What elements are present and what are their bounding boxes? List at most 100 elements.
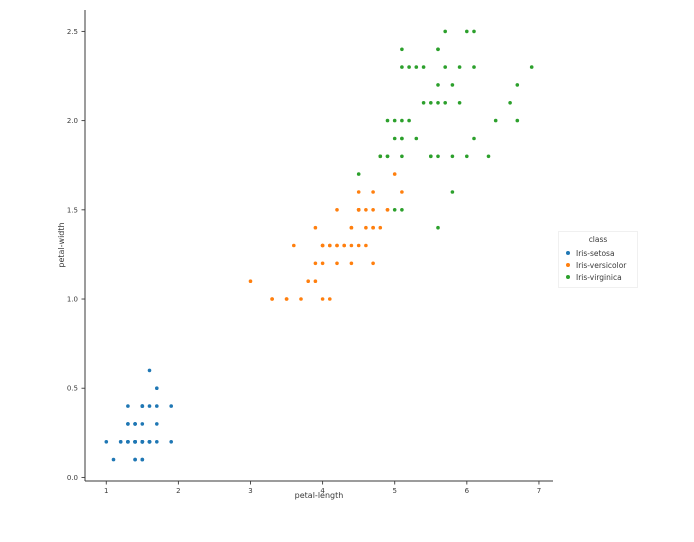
data-point: [371, 190, 375, 194]
data-point: [364, 208, 368, 212]
x-axis-label: petal-length: [294, 491, 344, 500]
data-point: [421, 65, 426, 69]
data-point: [356, 243, 361, 248]
data-point: [436, 47, 440, 52]
axes-spines: [84, 10, 553, 482]
data-point: [313, 225, 318, 230]
data-point: [364, 243, 368, 248]
legend-swatch: [566, 251, 570, 255]
data-point: [378, 154, 383, 159]
data-points: [104, 29, 534, 462]
data-point: [147, 440, 152, 444]
data-point: [392, 136, 397, 141]
data-point: [486, 154, 491, 159]
data-point: [356, 172, 361, 176]
legend-label: Iris-virginica: [576, 272, 622, 282]
data-point: [436, 83, 440, 87]
data-point: [472, 65, 476, 69]
data-point: [400, 118, 404, 123]
x-tick-label: 1: [104, 487, 108, 495]
data-point: [400, 208, 404, 212]
legend-swatch: [566, 263, 570, 267]
data-point: [392, 118, 397, 123]
data-point: [400, 136, 404, 141]
data-point: [169, 404, 173, 408]
data-point: [371, 225, 375, 230]
data-point: [450, 83, 455, 87]
data-point: [328, 297, 332, 301]
y-tick-label: 0.5: [67, 385, 78, 393]
x-tick-label: 5: [392, 487, 396, 495]
data-point: [465, 154, 469, 159]
data-point: [140, 457, 145, 462]
data-point: [472, 29, 476, 34]
y-tick-label: 2.5: [67, 28, 78, 36]
data-point: [133, 457, 137, 462]
data-point: [371, 261, 375, 266]
data-point: [385, 154, 390, 159]
data-point: [306, 279, 311, 284]
legend: class Iris-setosa Iris-versicolor Iris-v…: [558, 231, 638, 288]
x-tick-label: 4: [320, 487, 325, 495]
data-point: [400, 47, 404, 52]
data-point: [356, 190, 361, 194]
y-axis-label: petal-width: [57, 222, 66, 268]
y-tick-label: 0.0: [67, 474, 78, 482]
data-point: [378, 225, 383, 230]
data-point: [414, 65, 419, 69]
data-point: [515, 118, 520, 123]
data-point: [313, 279, 318, 284]
legend-label: Iris-versicolor: [576, 260, 627, 270]
x-tick-label: 3: [248, 487, 252, 495]
y-axis: 0.0 0.5 1.0 1.5 2.0 2.5: [67, 28, 85, 482]
data-point: [133, 422, 137, 426]
data-point: [457, 101, 462, 105]
data-point: [450, 190, 455, 194]
data-point: [140, 404, 145, 408]
data-point: [529, 65, 534, 69]
legend-item-virginica: Iris-virginica: [559, 271, 637, 283]
data-point: [392, 208, 397, 212]
data-point: [126, 440, 130, 444]
data-point: [111, 457, 116, 462]
data-point: [349, 225, 354, 230]
data-point: [335, 261, 339, 266]
data-point: [472, 136, 476, 141]
data-point: [400, 190, 404, 194]
y-tick-label: 2.0: [67, 117, 78, 125]
x-tick-label: 6: [465, 487, 470, 495]
data-point: [385, 208, 390, 212]
data-point: [385, 118, 390, 123]
data-point: [465, 29, 469, 34]
data-point: [429, 154, 433, 159]
data-point: [342, 243, 347, 248]
data-point: [104, 440, 109, 444]
data-point: [320, 297, 325, 301]
data-point: [443, 29, 448, 34]
data-point: [400, 65, 404, 69]
data-point: [140, 440, 145, 444]
data-point: [155, 386, 159, 391]
data-point: [436, 154, 440, 159]
data-point: [400, 154, 404, 159]
legend-title: class: [588, 235, 608, 244]
legend-label: Iris-setosa: [576, 248, 615, 258]
data-point: [421, 101, 426, 105]
x-axis: 1 2 3 4 5 6 7: [104, 481, 541, 495]
data-point: [349, 261, 354, 266]
data-point: [335, 208, 339, 212]
data-point: [284, 297, 289, 301]
y-tick-label: 1.0: [67, 296, 78, 304]
y-tick-label: 1.5: [67, 206, 78, 214]
data-point: [147, 404, 152, 408]
data-point: [443, 101, 448, 105]
x-tick-label: 2: [176, 487, 180, 495]
data-point: [457, 65, 462, 69]
data-point: [320, 243, 325, 248]
data-point: [292, 243, 296, 248]
data-point: [371, 208, 375, 212]
data-point: [407, 65, 411, 69]
data-point: [313, 261, 318, 266]
